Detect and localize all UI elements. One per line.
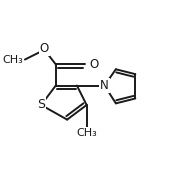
Text: O: O [89, 58, 98, 71]
Text: CH₃: CH₃ [76, 128, 97, 138]
Text: N: N [100, 79, 109, 92]
Text: S: S [37, 98, 45, 112]
Text: CH₃: CH₃ [3, 54, 23, 65]
Text: O: O [40, 43, 49, 55]
